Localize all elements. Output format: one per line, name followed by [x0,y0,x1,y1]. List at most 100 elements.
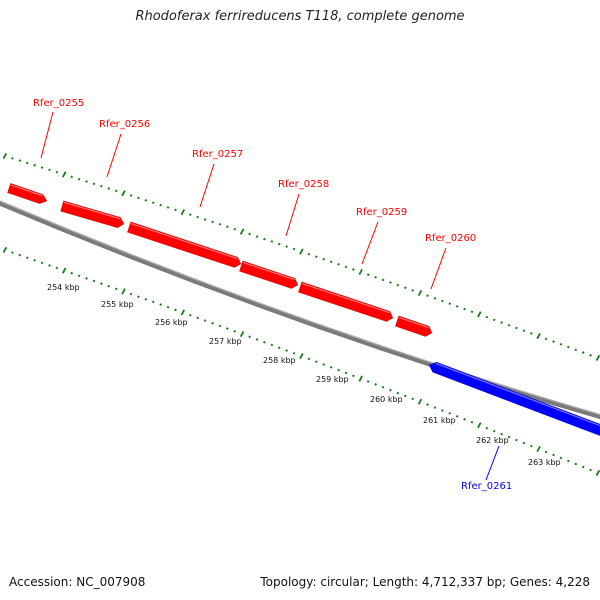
inner-scale-minor-tick [381,385,385,389]
outer-scale-minor-tick [470,310,474,314]
outer-scale-minor-tick [203,218,207,221]
inner-scale-minor-tick [589,468,592,472]
outer-scale-minor-tick [144,198,148,202]
inner-scale-minor-tick [85,277,88,280]
inner-scale-minor-tick [411,397,415,401]
outer-scale-minor-tick [255,235,259,238]
inner-scale-minor-tick [55,266,59,270]
leader-line-rfer-0255 [40,111,54,159]
outer-scale-minor-tick [77,177,81,181]
outer-scale-major-tick [180,209,186,216]
inner-scale-minor-tick [11,251,14,254]
inner-scale-minor-tick [151,300,155,304]
inner-scale-minor-tick [403,394,407,398]
inner-scale-minor-tick [270,343,274,347]
inner-scale-minor-tick [440,409,444,412]
inner-scale-minor-tick [500,432,503,436]
outer-scale-major-tick [595,354,600,362]
inner-scale-minor-tick [277,346,281,350]
outer-scale-minor-tick [448,302,452,306]
inner-scale-minor-tick [48,264,51,267]
outer-scale-minor-tick [218,222,222,226]
inner-scale-minor-tick [211,321,214,325]
inner-scale-minor-tick [329,365,333,369]
inner-scale-minor-tick [389,388,392,392]
inner-scale-major-tick [417,398,423,405]
outer-scale-minor-tick [396,283,400,287]
inner-scale-minor-tick [255,338,259,341]
inner-scale-minor-tick [307,357,311,361]
gene-label-rfer-0258: Rfer_0258 [278,179,329,190]
inner-scale-minor-tick [188,313,192,317]
outer-scale-minor-tick [440,299,444,303]
inner-scale-minor-tick [144,297,148,301]
inner-scale-minor-tick [515,438,518,442]
kbp-label: 257 kbp [209,337,242,346]
outer-scale-minor-tick [455,305,459,308]
outer-scale-minor-tick [381,278,385,282]
inner-scale-minor-tick [366,380,370,383]
outer-scale-minor-tick [25,161,29,165]
kbp-label: 258 kbp [263,356,296,365]
tick-layer [2,152,600,477]
outer-scale-minor-tick [100,184,103,188]
inner-scale-minor-tick [507,435,511,439]
outer-scale-minor-tick [226,225,229,229]
inner-scale-minor-tick [40,261,44,265]
gene-arrow-rfer-0258 [238,260,299,289]
outer-scale-minor-tick [188,213,192,216]
outer-scale-minor-tick [11,156,14,160]
leader-line-rfer-0256 [106,133,122,178]
inner-scale-minor-tick [166,305,170,309]
inner-scale-major-tick [62,267,67,274]
inner-scale-major-tick [536,445,541,453]
outer-scale-major-tick [477,311,482,318]
outer-scale-minor-tick [515,326,518,330]
outer-scale-minor-tick [307,252,311,256]
outer-scale-minor-tick [552,340,555,343]
outer-scale-minor-tick [211,220,214,224]
outer-scale-minor-tick [581,351,585,354]
outer-scale-minor-tick [574,348,578,352]
outer-scale-minor-tick [411,289,415,292]
kbp-label: 259 kbp [316,375,349,384]
leader-line-rfer-0260 [430,247,447,290]
outer-scale-minor-tick [500,321,503,324]
inner-scale-major-tick [239,330,245,338]
leader-line-rfer-0258 [285,193,300,237]
outer-scale-minor-tick [114,189,118,193]
inner-scale-minor-tick [285,349,289,352]
inner-scale-minor-tick [25,256,29,260]
outer-scale-minor-tick [463,307,466,311]
gene-label-rfer-0260: Rfer_0260 [425,233,476,244]
outer-scale-minor-tick [18,159,22,162]
inner-scale-minor-tick [203,319,207,322]
gene-label-rfer-0259: Rfer_0259 [356,207,407,218]
outer-scale-minor-tick [159,203,163,207]
inner-scale-major-tick [2,246,8,254]
inner-scale-minor-tick [522,441,526,445]
inner-scale-minor-tick [226,327,229,330]
inner-scale-minor-tick [248,335,251,339]
kbp-label: 254 kbp [47,283,80,292]
gene-arrow-rfer-0260 [394,315,433,337]
outer-scale-major-tick [358,268,363,276]
gene-arrow-rfer-0259 [297,281,394,322]
gene-layer [7,182,600,437]
outer-scale-major-tick [62,171,67,178]
inner-scale-minor-tick [529,444,533,448]
outer-scale-major-tick [239,228,245,235]
outer-scale-minor-tick [329,260,333,264]
outer-scale-minor-tick [263,237,266,241]
outer-scale-minor-tick [137,196,140,200]
outer-scale-minor-tick [285,245,289,248]
leader-line-rfer-0259 [361,221,379,265]
accession-label: Accession: NC_007908 [9,575,146,589]
kbp-label: 261 kbp [423,416,456,425]
outer-scale-minor-tick [174,208,177,212]
outer-scale-major-tick [536,333,541,340]
gene-arrow-rfer-0261 [428,361,600,437]
outer-scale-minor-tick [196,215,200,219]
outer-scale-minor-tick [403,286,407,290]
